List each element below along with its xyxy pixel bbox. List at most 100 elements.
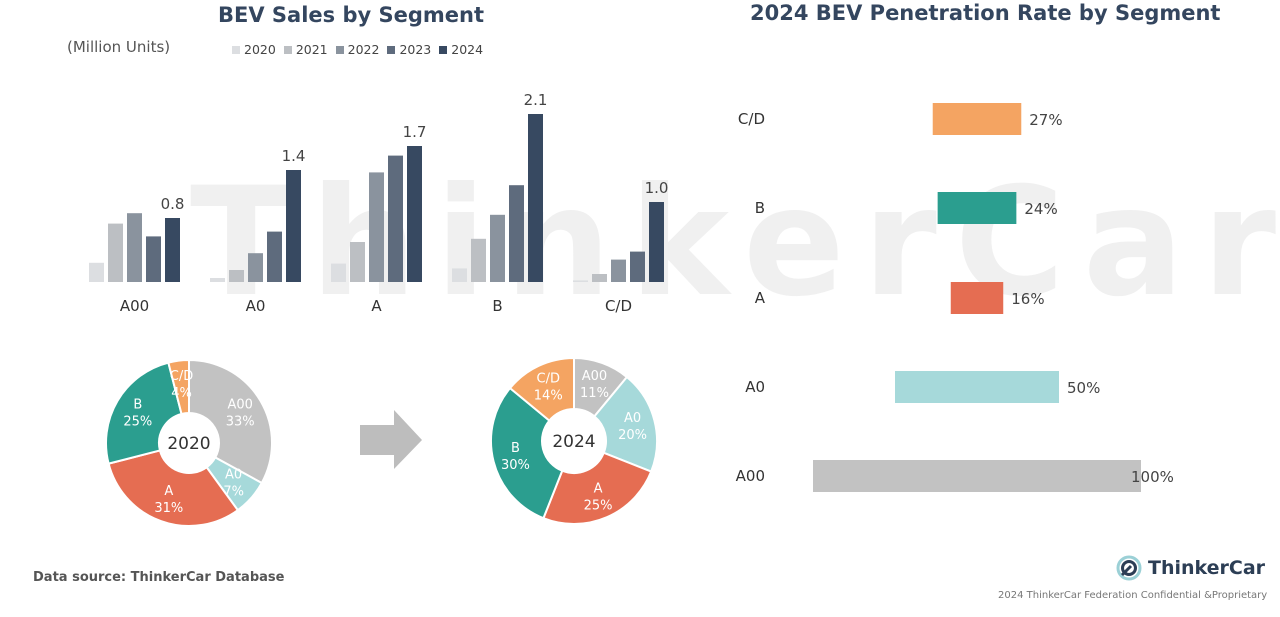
penetration-value-label: 24%: [1024, 200, 1057, 218]
slice-label: C/D: [170, 369, 193, 384]
bar-A0-2022: [248, 253, 263, 282]
category-label: A: [371, 297, 382, 315]
sales-chart-legend: 2020 2021 2022 2023 2024: [232, 42, 483, 57]
donut-2024-slice-A: [542, 451, 653, 525]
bar-A-2023: [388, 155, 403, 282]
bar-A0-2020: [210, 278, 225, 282]
data-source-note: Data source: ThinkerCar Database: [33, 570, 285, 585]
penetration-category-label: A00: [736, 467, 765, 485]
legend-item-2024: 2024: [439, 42, 483, 57]
category-label: A00: [120, 297, 149, 315]
category-label: A0: [246, 297, 266, 315]
bar-B-2024: [528, 114, 543, 282]
data-label: 1.7: [403, 123, 427, 141]
slice-value: 4%: [171, 386, 192, 401]
slice-value: 31%: [154, 501, 183, 516]
slice-value: 33%: [226, 415, 255, 430]
legend-item-2023: 2023: [387, 42, 431, 57]
legend-item-2021: 2021: [283, 42, 328, 57]
penetration-value-label: 27%: [1029, 111, 1062, 129]
donut-2024-slice-CD: [508, 356, 575, 423]
data-label: 0.8: [161, 195, 185, 213]
right-arrow-icon: [360, 410, 422, 469]
slice-label: B: [511, 441, 520, 456]
donut-center-label: 2020: [167, 434, 210, 454]
bar-A00-2022: [127, 213, 142, 282]
bar-B-2023: [509, 185, 524, 282]
slice-label: A: [164, 484, 173, 499]
penetration-category-label: A: [755, 289, 766, 307]
slice-label: A0: [225, 467, 242, 482]
donut-2020-slice-A: [107, 449, 240, 527]
legend-swatch: [283, 45, 292, 54]
legend-item-2022: 2022: [335, 42, 380, 57]
legend-label: 2022: [347, 42, 380, 57]
penetration-chart-title: 2024 BEV Penetration Rate by Segment: [750, 1, 1221, 25]
slice-label: A00: [227, 398, 252, 413]
legend-swatch: [335, 45, 344, 54]
slice-label: A0: [624, 411, 641, 426]
donut-center-label: 2024: [552, 432, 595, 452]
bar-CD-2023: [630, 251, 645, 282]
slice-value: 14%: [534, 388, 563, 403]
bar-CD-2021: [592, 274, 607, 282]
bar-A00-2024: [165, 218, 180, 282]
bar-A-2021: [350, 242, 365, 282]
penetration-category-label: A0: [745, 378, 765, 396]
legend-label: 2023: [399, 42, 432, 57]
brand: ThinkerCar: [1116, 555, 1265, 581]
penetration-value-label: 50%: [1067, 379, 1100, 397]
bar-B-2022: [490, 214, 505, 282]
legend-label: 2021: [295, 42, 328, 57]
legend-item-2020: 2020: [232, 42, 276, 57]
brand-name: ThinkerCar: [1148, 557, 1266, 579]
bar-A0-2021: [229, 270, 244, 282]
sales-chart-title: BEV Sales by Segment: [218, 3, 485, 27]
donut-2024-slice-B: [490, 386, 564, 520]
legend-swatch: [439, 45, 448, 54]
category-label: B: [492, 297, 502, 315]
legend-label: 2020: [244, 42, 276, 57]
slice-value: 20%: [618, 428, 647, 443]
legend-swatch: [232, 45, 240, 54]
penetration-value-label: 16%: [1011, 290, 1044, 308]
slice-value: 11%: [580, 386, 609, 401]
bar-B-2020: [452, 268, 467, 282]
bar-CD-2020: [573, 280, 588, 282]
bar-CD-2022: [611, 259, 626, 282]
penetration-bar-CD: [932, 103, 1022, 135]
penetration-bar-A: [950, 282, 1004, 314]
donut-2020-slice-B: [105, 361, 183, 465]
donut-2020-slice-CD: [167, 358, 190, 416]
bar-A-2024: [407, 146, 422, 282]
bar-A0-2024: [286, 170, 301, 282]
donut-2020-slice-A00: [188, 358, 273, 485]
slice-value: 25%: [123, 415, 152, 430]
bar-A00-2020: [89, 262, 104, 282]
slice-label: B: [133, 398, 142, 413]
bar-B-2021: [471, 238, 486, 282]
bar-A00-2021: [108, 223, 123, 282]
slice-label: A00: [582, 369, 607, 384]
legend-label: 2024: [451, 42, 484, 57]
bar-A-2020: [331, 263, 346, 282]
penetration-bar-B: [937, 192, 1017, 224]
slice-label: C/D: [537, 371, 560, 386]
data-label: 2.1: [524, 91, 548, 109]
category-label: C/D: [605, 297, 632, 315]
thinkercar-logo-icon: [1116, 555, 1142, 581]
sales-chart-unit: (Million Units): [67, 38, 171, 56]
donut-2024-slice-A0: [592, 375, 658, 473]
data-label: 1.4: [282, 147, 306, 165]
slice-value: 7%: [223, 484, 244, 499]
footer-confidential: 2024 ThinkerCar Federation Confidential …: [998, 590, 1268, 601]
bar-A-2022: [369, 172, 384, 282]
penetration-bar-A00: [813, 460, 1141, 492]
penetration-category-label: C/D: [738, 110, 765, 128]
data-label: 1.0: [645, 179, 669, 197]
penetration-value-label: 100%: [1131, 468, 1174, 486]
penetration-category-label: B: [755, 199, 765, 217]
slice-label: A: [594, 482, 603, 497]
penetration-bar-A0: [895, 371, 1059, 403]
